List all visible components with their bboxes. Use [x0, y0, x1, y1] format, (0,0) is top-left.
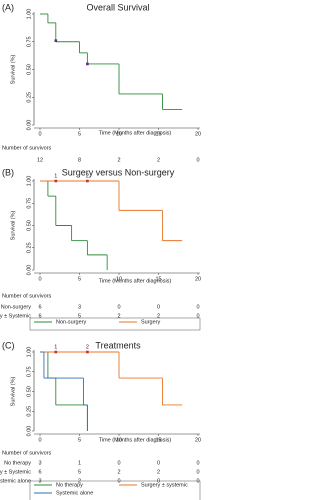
y-tick-label: 1.00	[26, 347, 32, 358]
risk-value: 2	[117, 469, 120, 475]
x-tick-label: 15	[155, 276, 161, 282]
risk-value: 0	[117, 460, 120, 466]
censor-label: 2	[86, 344, 89, 350]
x-tick-label: 20	[195, 437, 201, 443]
y-tick-label: 0.25	[26, 92, 32, 103]
x-axis-label: Time (Months after diagnosis)	[99, 130, 172, 136]
chart-title: Treatments	[95, 340, 141, 350]
x-tick-label: 5	[78, 131, 81, 137]
censor-mark	[86, 62, 89, 66]
y-tick-label: 0.00	[26, 265, 32, 276]
risk-value: 0	[157, 460, 160, 466]
risk-row-label: Systemic alone	[0, 478, 31, 484]
y-axis-label: Survival (%)	[10, 211, 16, 241]
y-tick-label: 0.25	[26, 242, 32, 253]
risk-value: 0	[196, 460, 199, 466]
panel-label: (B)	[2, 167, 14, 177]
risk-value: 2	[157, 157, 160, 163]
y-tick-label: 0.50	[26, 386, 32, 397]
risk-row-label: Surgery ± Systemic	[0, 469, 31, 475]
y-tick-label: 0.00	[26, 426, 32, 437]
x-tick-label: 0	[38, 437, 41, 443]
x-tick-label: 10	[116, 276, 122, 282]
y-tick-label: 1.00	[26, 9, 32, 20]
risk-value: 3	[38, 460, 41, 466]
x-tick-label: 5	[78, 276, 81, 282]
risk-title: Number of survivors	[2, 145, 51, 151]
x-tick-label: 15	[155, 131, 161, 137]
y-tick-label: 0.75	[26, 36, 32, 47]
risk-value: 2	[157, 469, 160, 475]
censor-label: 1	[54, 173, 57, 179]
panel-label: (A)	[2, 2, 14, 12]
x-tick-label: 20	[195, 276, 201, 282]
censor-mark	[86, 350, 89, 354]
censor-mark	[54, 350, 58, 354]
x-tick-label: 5	[78, 437, 81, 443]
risk-value: 3	[38, 478, 41, 484]
risk-value: 0	[196, 157, 199, 163]
x-axis-label: Time (Months after diagnosis)	[99, 437, 172, 443]
risk-value: 5	[78, 313, 81, 319]
risk-row-label: Surgery ± Systemic	[0, 313, 31, 319]
legend-box	[29, 317, 201, 331]
chart-title: Overall Survival	[86, 2, 149, 12]
x-tick-label: 0	[38, 276, 41, 282]
legend-label: Surgery	[141, 319, 161, 325]
x-tick-label: 0	[38, 131, 41, 137]
x-tick-label: 20	[195, 131, 201, 137]
risk-value: 3	[78, 304, 81, 310]
risk-value: 0	[117, 478, 120, 484]
censor-mark	[54, 39, 58, 42]
x-tick-label: 15	[155, 437, 161, 443]
y-tick-label: 1.00	[26, 176, 32, 187]
risk-value: 2	[117, 157, 120, 163]
legend-label: Surgery ± systemic	[141, 482, 188, 488]
y-axis-label: Survival (%)	[10, 377, 16, 407]
y-axis-label: Survival (%)	[10, 55, 16, 85]
risk-value: 5	[78, 469, 81, 475]
risk-value: 1	[78, 460, 81, 466]
risk-value: 2	[157, 313, 160, 319]
censor-mark	[54, 179, 58, 183]
censor-label: 2	[86, 173, 89, 179]
risk-value: 6	[38, 313, 41, 319]
panel-label: (C)	[2, 340, 15, 350]
censor-mark	[86, 179, 89, 183]
y-tick-label: 0.75	[26, 198, 32, 209]
censor-label: 1	[54, 344, 57, 350]
risk-value: 0	[196, 313, 199, 319]
risk-value: 0	[196, 469, 199, 475]
x-tick-label: 10	[116, 437, 122, 443]
risk-title: Number of survivors	[2, 293, 51, 299]
legend-label: No therapy	[56, 482, 83, 488]
chart-title: Surgery versus Non-surgery	[62, 167, 175, 177]
legend-label: Systemic alone	[56, 490, 93, 496]
y-tick-label: 0.50	[26, 64, 32, 75]
y-tick-label: 0.00	[26, 120, 32, 131]
figure: (A) Overall Survival 0.00 0.25 0.50 0.75 1.00 S…	[0, 2, 201, 500]
legend-box	[29, 480, 201, 500]
risk-value: 6	[38, 469, 41, 475]
risk-value: 0	[157, 304, 160, 310]
y-tick-label: 0.50	[26, 220, 32, 231]
risk-title: Number of survivors	[2, 450, 51, 456]
risk-row-label: Non-surgery	[1, 304, 32, 310]
risk-value: 12	[37, 157, 43, 163]
y-tick-label: 0.75	[26, 366, 32, 377]
x-axis-label: Time (Months after diagnosis)	[99, 278, 172, 284]
risk-value: 6	[38, 304, 41, 310]
risk-value: 0	[196, 304, 199, 310]
risk-value: 2	[117, 313, 120, 319]
risk-value: 0	[117, 304, 120, 310]
risk-value: 0	[196, 478, 199, 484]
risk-row-label: No therapy	[4, 460, 31, 466]
risk-value: 0	[157, 478, 160, 484]
x-tick-label: 10	[116, 131, 122, 137]
risk-value: 8	[78, 157, 81, 163]
risk-value: 2	[78, 478, 81, 484]
y-tick-label: 0.25	[26, 406, 32, 417]
legend-label: Non-surgery	[56, 319, 87, 325]
